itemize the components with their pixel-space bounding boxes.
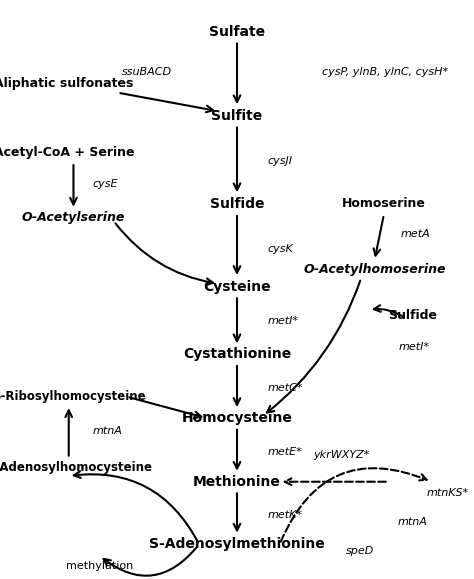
Text: Sulfide: Sulfide (210, 197, 264, 211)
Text: Sulfite: Sulfite (211, 109, 263, 123)
Text: Sulfate: Sulfate (209, 25, 265, 39)
Text: speD: speD (346, 546, 374, 556)
Text: O-Acetylserine: O-Acetylserine (22, 211, 125, 224)
Text: S-Ribosylhomocysteine: S-Ribosylhomocysteine (0, 390, 146, 403)
Text: metK*: metK* (268, 510, 303, 521)
Text: cysJI: cysJI (268, 156, 293, 166)
Text: metC*: metC* (268, 383, 303, 393)
Text: ssuBACD: ssuBACD (122, 67, 172, 78)
Text: mtnA: mtnA (92, 426, 122, 437)
Text: Aliphatic sulfonates: Aliphatic sulfonates (0, 77, 134, 90)
Text: S-Adenosylhomocysteine: S-Adenosylhomocysteine (0, 461, 152, 474)
Text: mtnKS*: mtnKS* (427, 488, 469, 499)
Text: Methionine: Methionine (193, 475, 281, 489)
Text: metA: metA (401, 229, 430, 240)
Text: metI*: metI* (398, 342, 429, 353)
Text: cysK: cysK (268, 244, 293, 254)
Text: cysE: cysE (92, 179, 118, 189)
Text: metE*: metE* (268, 446, 302, 457)
Text: O-Acetylhomoserine: O-Acetylhomoserine (303, 263, 446, 276)
Text: mtnA: mtnA (397, 517, 428, 527)
Text: cysP, ylnB, ylnC, cysH*: cysP, ylnB, ylnC, cysH* (322, 67, 448, 78)
Text: metI*: metI* (268, 316, 299, 327)
Text: Homocysteine: Homocysteine (182, 411, 292, 425)
Text: Sulfide: Sulfide (388, 309, 437, 322)
Text: Cysteine: Cysteine (203, 280, 271, 294)
Text: Acetyl-CoA + Serine: Acetyl-CoA + Serine (0, 146, 134, 159)
Text: Homoserine: Homoserine (342, 197, 426, 210)
Text: ykrWXYZ*: ykrWXYZ* (313, 449, 369, 460)
Text: S-Adenosylmethionine: S-Adenosylmethionine (149, 537, 325, 551)
Text: Cystathionine: Cystathionine (183, 347, 291, 361)
Text: methylation: methylation (66, 561, 133, 571)
